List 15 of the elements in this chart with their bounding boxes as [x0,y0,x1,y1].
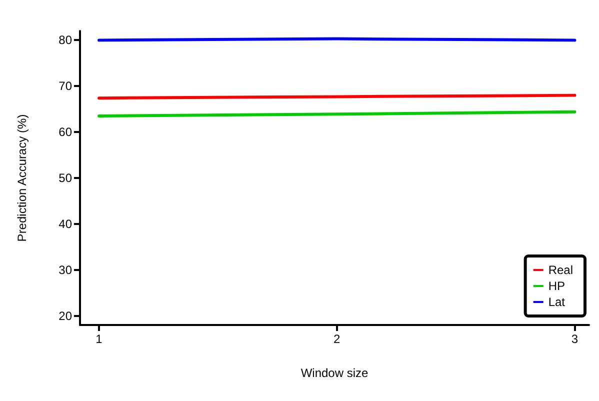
x-tick-label: 1 [96,332,103,346]
y-tick-label: 70 [58,79,72,94]
y-tick-label: 60 [58,125,72,140]
x-tick-label: 3 [571,332,578,346]
y-tick-label: 80 [58,33,72,48]
legend-label: Lat [548,295,566,309]
y-tick-label: 20 [58,308,72,323]
y-axis-title: Prediction Accuracy (%) [15,114,29,242]
y-tick-label: 40 [58,216,72,231]
legend-label: Real [548,263,574,277]
legend-label: HP [548,279,565,293]
y-tick-label: 50 [58,171,72,185]
y-tick-label: 30 [58,262,72,277]
x-axis-title: Window size [300,366,368,380]
x-tick-label: 2 [334,332,341,346]
